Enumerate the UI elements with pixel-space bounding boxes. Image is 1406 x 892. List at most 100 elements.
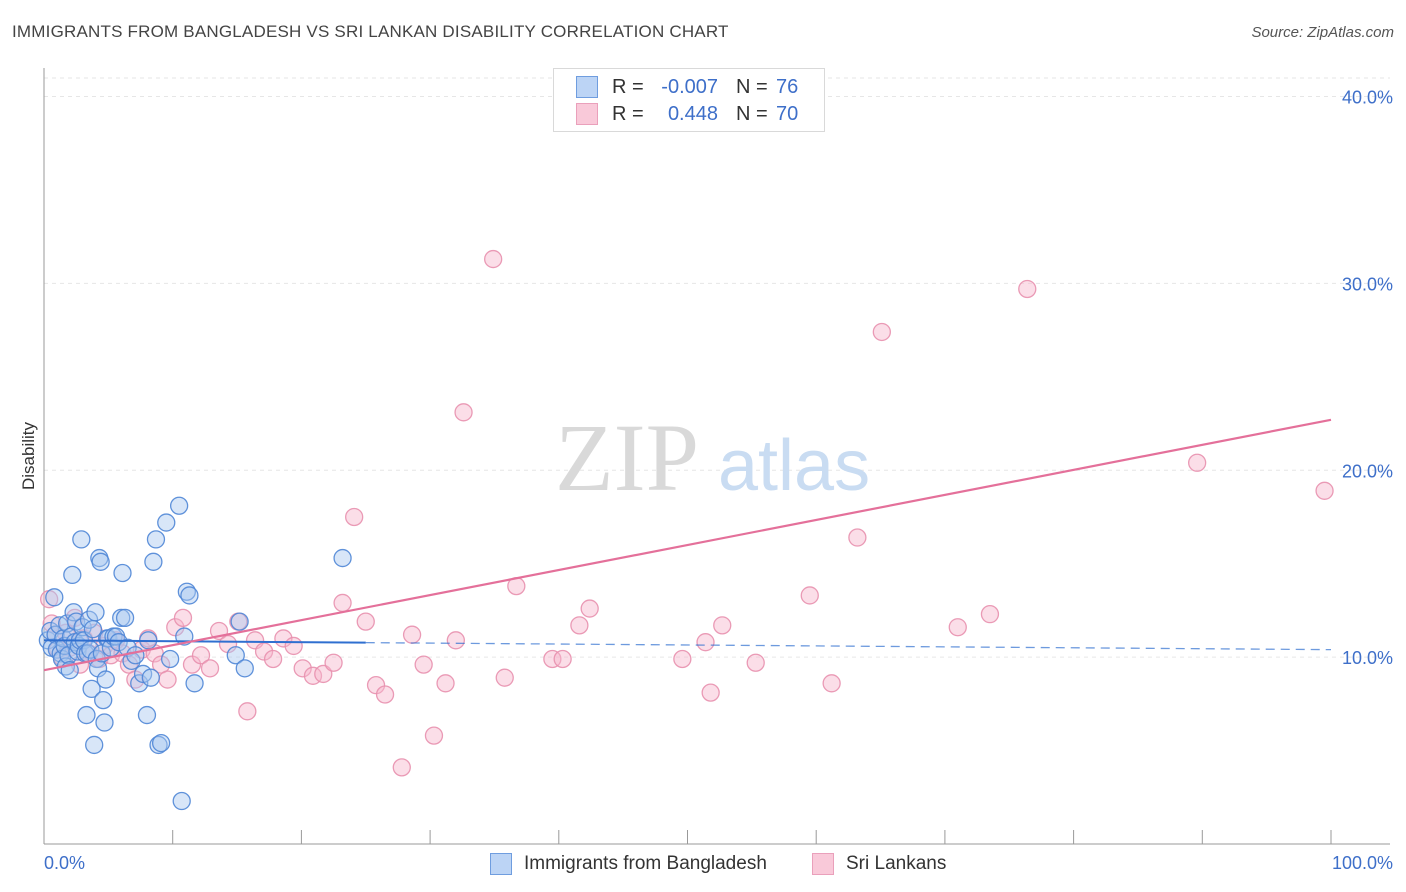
chart-title: IMMIGRANTS FROM BANGLADESH VS SRI LANKAN… (12, 22, 729, 41)
watermark: ZIP atlas (555, 404, 870, 511)
trend-lines (43, 418, 1332, 672)
legend-r-value: 0.448 (667, 102, 718, 125)
point-bangladesh (113, 563, 132, 583)
point-bangladesh (130, 674, 149, 693)
watermark-atlas: atlas (718, 426, 870, 506)
point-sri-lankans (543, 649, 562, 669)
point-bangladesh (63, 565, 82, 585)
point-sri-lankans (191, 646, 211, 665)
point-sri-lankans (402, 625, 422, 644)
source-label: Source: ZipAtlas.com (1251, 24, 1394, 41)
legend-swatch-pink (576, 103, 598, 125)
point-sri-lankans (1018, 279, 1037, 299)
point-sri-lankans (1315, 481, 1334, 500)
legend-item-bangladesh: Immigrants from Bangladesh (490, 852, 767, 876)
y-tick-label: 20.0% (1342, 461, 1393, 481)
point-bangladesh (94, 690, 113, 710)
point-bangladesh (91, 552, 110, 571)
point-sri-lankans (1188, 453, 1207, 472)
point-sri-lankans (293, 659, 312, 678)
point-sri-lankans (673, 649, 692, 669)
point-sri-lankans (570, 616, 589, 635)
point-sri-lankans (158, 670, 177, 689)
point-sri-lankans (980, 604, 1000, 624)
legend-swatch-blue (576, 76, 598, 98)
legend-label-sri-lankans: Sri Lankans (846, 853, 947, 874)
stats-legend: R = -0.007 N = 76 R = 0.448 N = 70 (553, 68, 825, 132)
point-sri-lankans (580, 599, 599, 618)
point-bangladesh (96, 670, 115, 689)
point-sri-lankans (553, 649, 572, 669)
grid-lines (44, 77, 1390, 658)
legend-n-label: N = (736, 75, 768, 98)
point-bangladesh (85, 735, 104, 755)
series-sri-lankans (39, 249, 1334, 777)
legend-row-sri-lankans: R = 0.448 N = 70 (576, 102, 798, 126)
point-sri-lankans (713, 616, 732, 635)
point-bangladesh (109, 633, 128, 652)
point-sri-lankans (414, 655, 433, 674)
point-sri-lankans (356, 612, 375, 631)
point-bangladesh (180, 586, 199, 605)
legend-n-value: 76 (776, 75, 799, 98)
y-tick-label: 10.0% (1342, 648, 1393, 668)
legend-n-value: 70 (776, 102, 799, 125)
point-bangladesh (169, 496, 189, 515)
point-sri-lankans (173, 608, 193, 628)
point-sri-lankans (948, 618, 967, 637)
point-bangladesh (172, 791, 191, 811)
point-bangladesh (82, 679, 101, 699)
point-bangladesh (112, 608, 131, 628)
point-bangladesh (72, 530, 91, 549)
point-sri-lankans (484, 249, 503, 269)
legend-row-bangladesh: R = -0.007 N = 76 (576, 75, 798, 99)
x-tick-label-min: 0.0% (44, 853, 85, 873)
legend-n-label: N = (736, 102, 768, 125)
point-bangladesh (226, 646, 245, 665)
point-bangladesh (141, 668, 160, 687)
legend-item-sri-lankans: Sri Lankans (812, 852, 946, 876)
y-tick-label: 40.0% (1342, 88, 1393, 108)
trend-line-bangladesh-dashed (365, 641, 1332, 651)
point-sri-lankans (454, 403, 473, 422)
point-bangladesh (137, 705, 157, 725)
watermark-zip: ZIP (555, 404, 699, 511)
legend-r-label: R = (612, 102, 644, 125)
point-sri-lankans (263, 649, 283, 669)
legend-swatch-blue (490, 853, 512, 875)
point-bangladesh (77, 705, 96, 725)
point-sri-lankans (324, 653, 343, 672)
point-bangladesh (149, 735, 168, 755)
x-tick-label-max: 100.0% (1332, 853, 1393, 873)
point-sri-lankans (333, 593, 352, 613)
point-bangladesh (45, 588, 64, 607)
point-sri-lankans (872, 322, 891, 342)
point-sri-lankans (375, 685, 395, 704)
point-bangladesh (144, 552, 163, 571)
point-sri-lankans (436, 674, 455, 693)
point-bangladesh (333, 548, 352, 568)
y-tick-label: 30.0% (1342, 274, 1393, 294)
legend-r-value: -0.007 (661, 75, 718, 98)
point-sri-lankans (424, 726, 444, 745)
point-sri-lankans (200, 659, 220, 678)
point-sri-lankans (495, 668, 514, 687)
point-sri-lankans (284, 636, 303, 656)
point-bangladesh (230, 612, 249, 631)
point-bangladesh (235, 659, 254, 678)
axes (43, 68, 1390, 845)
point-bangladesh (151, 733, 171, 753)
point-bangladesh (79, 610, 99, 629)
point-bangladesh (115, 608, 135, 628)
point-sri-lankans (746, 653, 765, 672)
trend-line-bangladesh-solid (43, 639, 366, 644)
point-sri-lankans (800, 586, 819, 605)
point-sri-lankans (238, 702, 257, 721)
tick-labels: 10.0% 20.0% 30.0% 40.0% 0.0% 100.0% (44, 88, 1393, 874)
point-bangladesh (185, 674, 204, 693)
point-sri-lankans (822, 674, 841, 693)
point-bangladesh (146, 530, 166, 549)
point-bangladesh (126, 646, 145, 665)
point-bangladesh (95, 713, 114, 732)
